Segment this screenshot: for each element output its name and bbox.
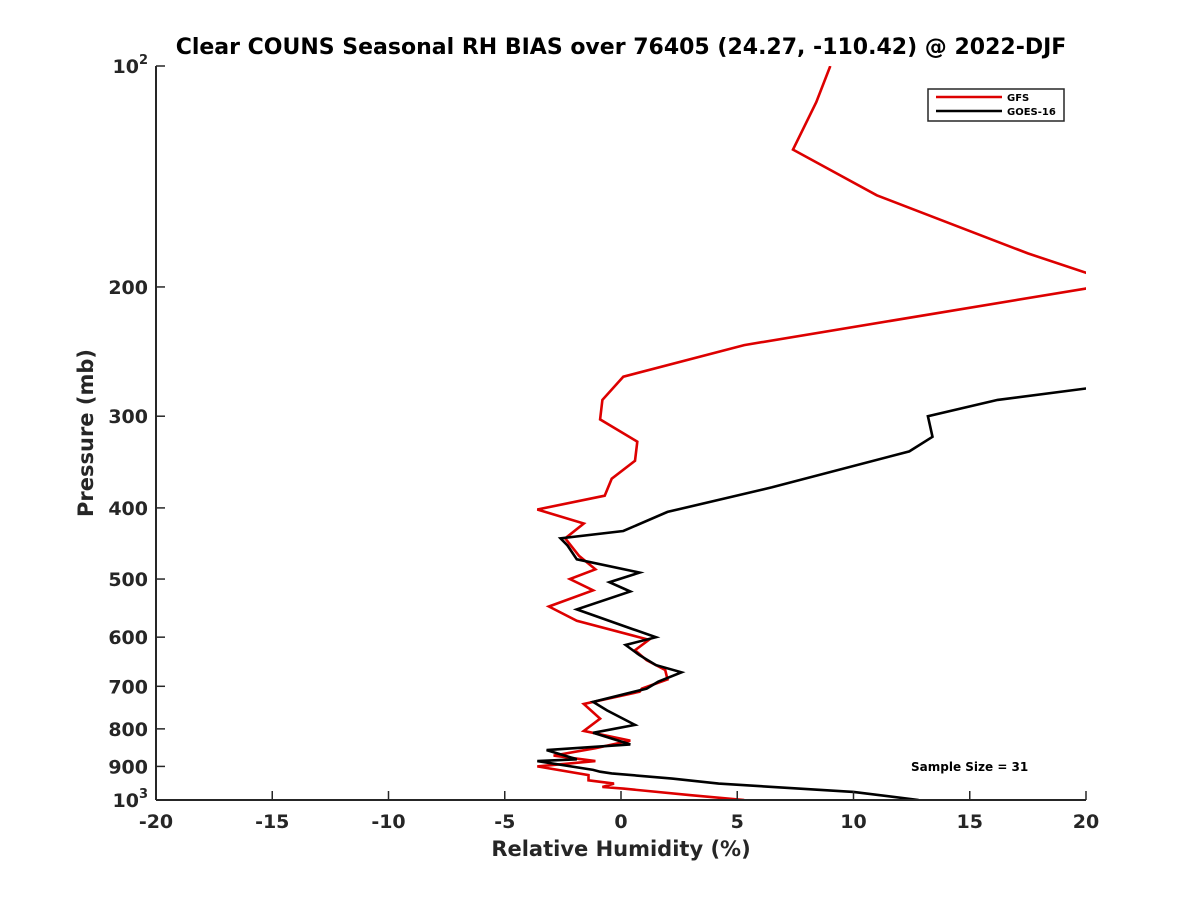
y-tick-exponent: 3 [139, 787, 148, 802]
y-tick-exponent: 2 [139, 53, 148, 68]
y-axis-label: Pressure (mb) [74, 349, 98, 517]
x-tick-label: 20 [1073, 811, 1099, 833]
y-tick-label: 600 [108, 627, 148, 649]
x-tick-label: -5 [494, 811, 515, 833]
sample-size-annotation: Sample Size = 31 [911, 760, 1028, 774]
series-line-goes16 [537, 387, 1086, 800]
y-tick-label: 900 [108, 756, 148, 778]
y-tick-label: 700 [108, 676, 148, 698]
series-line-gfs [536, 66, 1086, 800]
x-tick-label: -10 [371, 811, 405, 833]
x-tick-label: 10 [840, 811, 866, 833]
y-tick-label: 200 [108, 277, 148, 299]
x-ticks: -20 -15 -10 -5 0 5 10 15 20 [139, 791, 1099, 833]
x-tick-label: -15 [255, 811, 289, 833]
legend: GFS GOES-16 [927, 88, 1065, 122]
legend-box [927, 88, 1065, 122]
x-tick-label: 15 [957, 811, 983, 833]
x-axis-label: Relative Humidity (%) [491, 837, 750, 861]
legend-label-goes16: GOES-16 [1007, 107, 1056, 118]
legend-label-gfs: GFS [1007, 93, 1029, 104]
y-tick-label: 800 [108, 719, 148, 741]
y-tick-label: 500 [108, 569, 148, 591]
y-tick-label: 300 [108, 406, 148, 428]
x-tick-label: 5 [731, 811, 744, 833]
x-tick-label: 0 [614, 811, 627, 833]
x-tick-label: -20 [139, 811, 173, 833]
chart-title: Clear COUNS Seasonal RH BIAS over 76405 … [176, 35, 1067, 60]
y-tick-label: 400 [108, 498, 148, 520]
y-tick-label: 10 [113, 56, 139, 78]
y-tick-label: 10 [113, 790, 139, 812]
series-layer [536, 66, 1086, 800]
